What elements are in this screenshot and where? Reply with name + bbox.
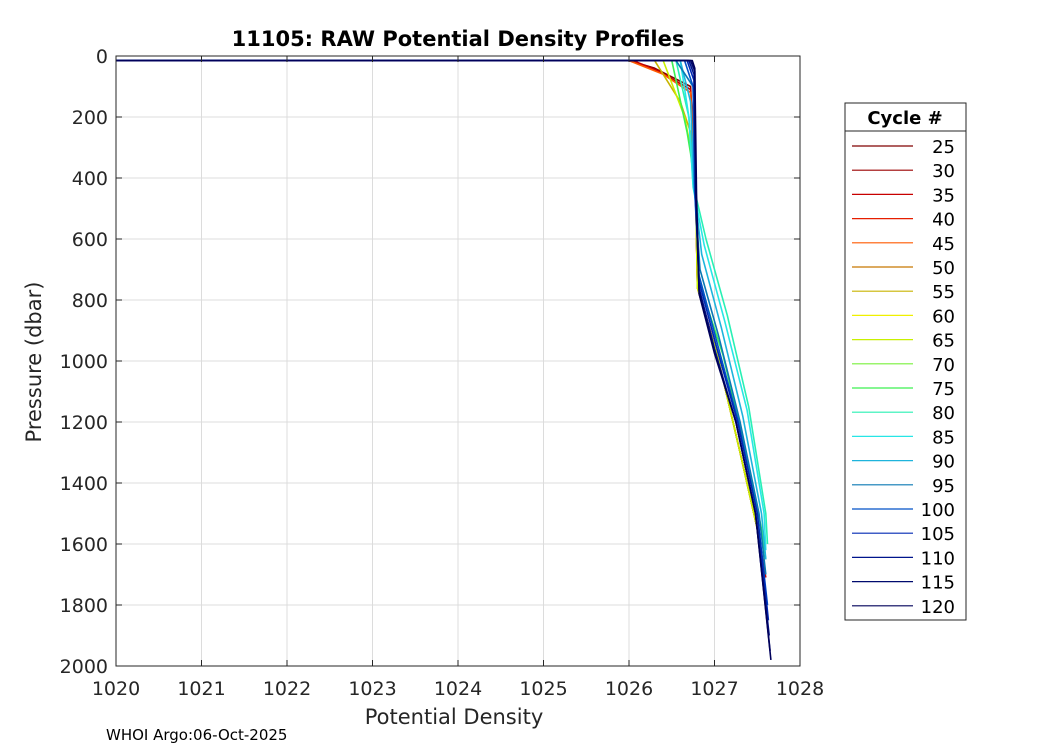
legend-label: 60 xyxy=(932,306,955,327)
legend-label: 45 xyxy=(932,234,955,255)
y-tick-label: 1200 xyxy=(60,412,108,434)
y-tick-label: 1800 xyxy=(60,595,108,617)
legend-label: 85 xyxy=(932,427,955,448)
y-tick-label: 1600 xyxy=(60,534,108,556)
series-line-cycle-35 xyxy=(116,59,767,578)
x-tick-label: 1026 xyxy=(605,678,653,700)
x-tick-label: 1027 xyxy=(690,678,738,700)
grid xyxy=(115,55,801,667)
x-tick-label: 1028 xyxy=(776,678,824,700)
x-tick-label: 1020 xyxy=(92,678,140,700)
legend-entries: 25 30 35 40 45 50 55 60 65 70 75 80 85 90 95 100 105 110 1… xyxy=(852,137,955,618)
series-line-cycle-110 xyxy=(116,59,770,636)
legend-label: 70 xyxy=(932,355,955,376)
series-line-cycle-55 xyxy=(116,59,764,569)
legend-label: 105 xyxy=(921,524,955,545)
legend-box xyxy=(844,102,967,621)
series-line-cycle-105 xyxy=(116,59,770,621)
y-axis-label: Pressure (dbar) xyxy=(22,282,46,443)
legend-label: 50 xyxy=(932,258,955,279)
y-tick-label: 1000 xyxy=(60,351,108,373)
legend-label: 115 xyxy=(921,573,955,594)
x-tick-label: 1025 xyxy=(519,678,567,700)
y-tick-label: 600 xyxy=(72,229,108,251)
series-line-cycle-120 xyxy=(116,59,772,660)
x-tick-label: 1021 xyxy=(177,678,225,700)
legend-label: 75 xyxy=(932,379,955,400)
y-tick-label: 400 xyxy=(72,168,108,190)
legend-label: 100 xyxy=(921,500,955,521)
legend-label: 95 xyxy=(932,476,955,497)
series-line-cycle-95 xyxy=(116,59,767,575)
legend-label: 80 xyxy=(932,403,955,424)
series-line-cycle-85 xyxy=(116,59,767,551)
series-line-cycle-45 xyxy=(116,59,765,575)
footer-credit: WHOI Argo:06-Oct-2025 xyxy=(106,726,288,744)
legend: Cycle # 25 30 35 40 45 50 55 60 65 70 75 80 85 90 95 10… xyxy=(844,102,967,621)
series-line-cycle-25 xyxy=(116,59,765,575)
y-tick-label: 800 xyxy=(72,290,108,312)
legend-title: Cycle # xyxy=(867,108,942,129)
legend-label: 25 xyxy=(932,137,955,158)
series-lines xyxy=(116,59,772,660)
series-line-cycle-75 xyxy=(116,59,767,560)
x-tick-label: 1022 xyxy=(263,678,311,700)
y-tick-label: 0 xyxy=(96,46,108,68)
chart-title: 11105: RAW Potential Density Profiles xyxy=(232,27,685,51)
legend-label: 90 xyxy=(932,452,955,473)
series-line-cycle-100 xyxy=(116,59,769,606)
y-tick-label: 200 xyxy=(72,107,108,129)
legend-label: 30 xyxy=(932,161,955,182)
x-axis-label: Potential Density xyxy=(365,705,544,729)
y-tick-label: 1400 xyxy=(60,473,108,495)
series-line-cycle-65 xyxy=(116,59,764,569)
x-tick-label: 1023 xyxy=(348,678,396,700)
series-line-cycle-115 xyxy=(116,59,771,651)
y-tick-label: 2000 xyxy=(60,656,108,678)
legend-label: 35 xyxy=(932,185,955,206)
legend-label: 110 xyxy=(921,548,955,569)
axes: 1020 1021 1022 1023 1024 1025 1026 1027 1028 0 200… xyxy=(60,46,825,700)
x-tick-label: 1024 xyxy=(434,678,482,700)
legend-label: 55 xyxy=(932,282,955,303)
series-line-cycle-80 xyxy=(116,59,769,545)
legend-label: 65 xyxy=(932,331,955,352)
legend-label: 40 xyxy=(932,210,955,231)
series-line-cycle-90 xyxy=(116,59,767,560)
legend-label: 120 xyxy=(921,597,955,618)
